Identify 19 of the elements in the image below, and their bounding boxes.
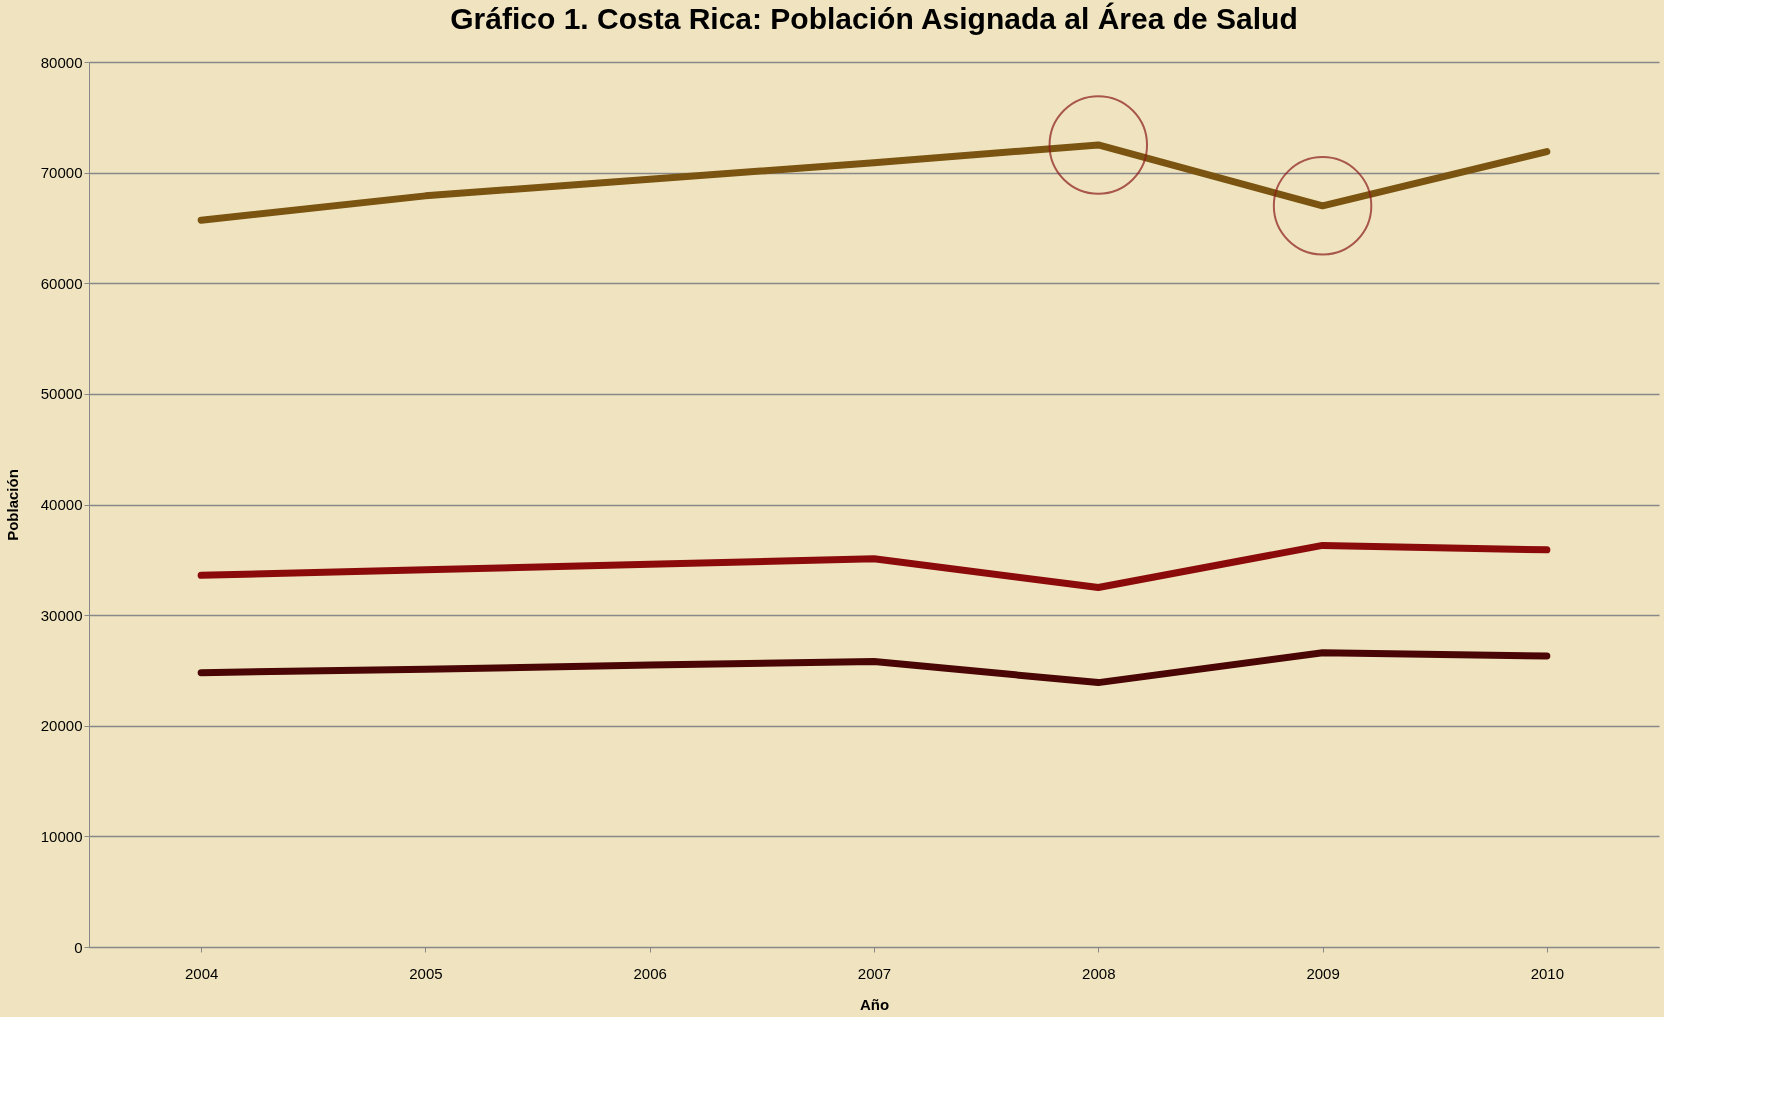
x-tick-label: 2009 bbox=[1306, 964, 1340, 982]
chart-title: Gráfico 1. Costa Rica: Población Asignada al Área de Salud bbox=[450, 2, 1298, 35]
x-tick-label: 2006 bbox=[633, 964, 667, 982]
y-tick-label: 60000 bbox=[40, 274, 83, 292]
x-axis-title: Año bbox=[859, 995, 890, 1013]
y-tick-label: 0 bbox=[74, 938, 83, 956]
x-tick-label: 2004 bbox=[184, 964, 219, 982]
x-tick-label: 2005 bbox=[409, 964, 443, 982]
x-tick-label: 2008 bbox=[1082, 964, 1116, 982]
x-tick-label: 2007 bbox=[857, 964, 892, 982]
y-tick-label: 40000 bbox=[40, 496, 83, 513]
y-tick-label: 10000 bbox=[40, 827, 83, 845]
y-tick-label: 80000 bbox=[40, 53, 83, 71]
x-tick-label: 2010 bbox=[1530, 964, 1565, 982]
y-tick-label: 20000 bbox=[40, 717, 83, 735]
y-tick-label: 30000 bbox=[40, 606, 83, 624]
y-tick-label: 50000 bbox=[40, 385, 83, 403]
y-tick-label: 70000 bbox=[40, 164, 83, 182]
y-axis-title: Población bbox=[3, 469, 21, 541]
